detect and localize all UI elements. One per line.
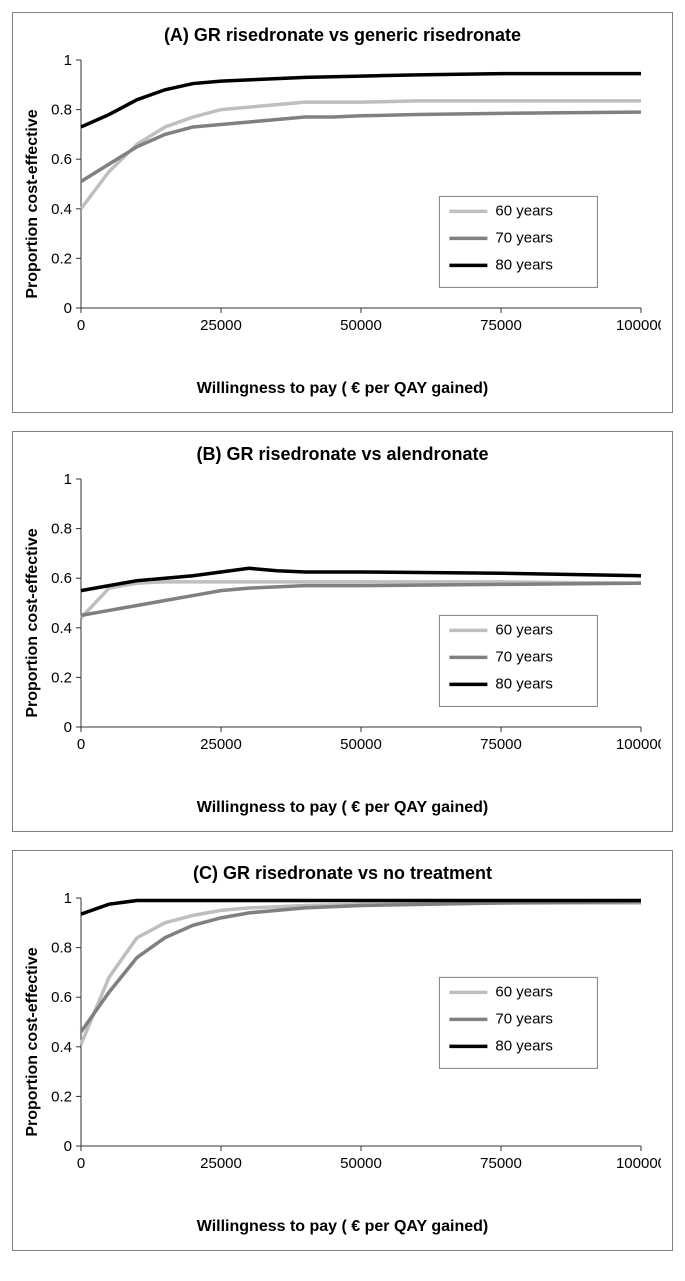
chart-panel-c: (C) GR risedronate vs no treatmentPropor…	[12, 850, 673, 1251]
x-tick-label: 0	[77, 1155, 85, 1172]
x-tick-label: 100000	[616, 736, 661, 753]
legend-label: 80 years	[495, 1037, 553, 1054]
y-tick-label: 0.4	[51, 201, 72, 218]
x-tick-label: 50000	[340, 736, 382, 753]
y-tick-label: 0.6	[51, 570, 72, 587]
chart-area: Proportion cost-effective00.20.40.60.810…	[21, 54, 664, 354]
x-axis-label: Willingness to pay ( € per QAY gained)	[21, 1218, 664, 1236]
legend-label: 70 years	[495, 648, 553, 665]
panel-title: (C) GR risedronate vs no treatment	[21, 863, 664, 884]
y-tick-label: 0.2	[51, 669, 72, 686]
legend-label: 70 years	[495, 229, 553, 246]
panel-title: (A) GR risedronate vs generic risedronat…	[21, 25, 664, 46]
chart-panel-b: (B) GR risedronate vs alendronateProport…	[12, 431, 673, 832]
legend-label: 60 years	[495, 202, 553, 219]
y-tick-label: 0.8	[51, 521, 72, 538]
y-tick-label: 0	[64, 1138, 72, 1155]
x-tick-label: 75000	[480, 1155, 522, 1172]
x-tick-label: 50000	[340, 317, 382, 334]
legend-label: 60 years	[495, 621, 553, 638]
y-tick-label: 1	[64, 892, 72, 907]
series-line-70-years	[81, 583, 641, 615]
y-tick-label: 0.8	[51, 940, 72, 957]
y-tick-label: 0.4	[51, 1039, 72, 1056]
y-tick-label: 0.2	[51, 250, 72, 267]
x-tick-label: 75000	[480, 736, 522, 753]
legend-label: 60 years	[495, 983, 553, 1000]
x-tick-label: 0	[77, 736, 85, 753]
x-axis-label: Willingness to pay ( € per QAY gained)	[21, 380, 664, 398]
x-tick-label: 25000	[200, 736, 242, 753]
series-line-70-years	[81, 112, 641, 181]
y-tick-label: 1	[64, 473, 72, 488]
x-tick-label: 25000	[200, 317, 242, 334]
legend-label: 70 years	[495, 1010, 553, 1027]
x-tick-label: 75000	[480, 317, 522, 334]
x-tick-label: 25000	[200, 1155, 242, 1172]
x-tick-label: 100000	[616, 1155, 661, 1172]
chart-panel-a: (A) GR risedronate vs generic risedronat…	[12, 12, 673, 413]
legend-label: 80 years	[495, 675, 553, 692]
y-tick-label: 0.8	[51, 102, 72, 119]
y-tick-label: 0	[64, 719, 72, 736]
x-tick-label: 0	[77, 317, 85, 334]
chart-svg: 0 0.2 0.4 0.6 0.8 1 0 25000 50000 75000 100000 60 y…	[21, 54, 661, 348]
y-tick-label: 0.4	[51, 620, 72, 637]
y-tick-label: 1	[64, 54, 72, 69]
x-tick-label: 50000	[340, 1155, 382, 1172]
x-axis-label: Willingness to pay ( € per QAY gained)	[21, 799, 664, 817]
chart-svg: 0 0.2 0.4 0.6 0.8 1 0 25000 50000 75000 100000 60 y…	[21, 473, 661, 767]
y-tick-label: 0	[64, 300, 72, 317]
chart-area: Proportion cost-effective00.20.40.60.810…	[21, 892, 664, 1192]
panel-title: (B) GR risedronate vs alendronate	[21, 444, 664, 465]
y-tick-label: 0.6	[51, 989, 72, 1006]
y-tick-label: 0.2	[51, 1088, 72, 1105]
chart-area: Proportion cost-effective00.20.40.60.810…	[21, 473, 664, 773]
chart-svg: 0 0.2 0.4 0.6 0.8 1 0 25000 50000 75000 100000 60 y…	[21, 892, 661, 1186]
y-tick-label: 0.6	[51, 151, 72, 168]
legend-label: 80 years	[495, 256, 553, 273]
x-tick-label: 100000	[616, 317, 661, 334]
